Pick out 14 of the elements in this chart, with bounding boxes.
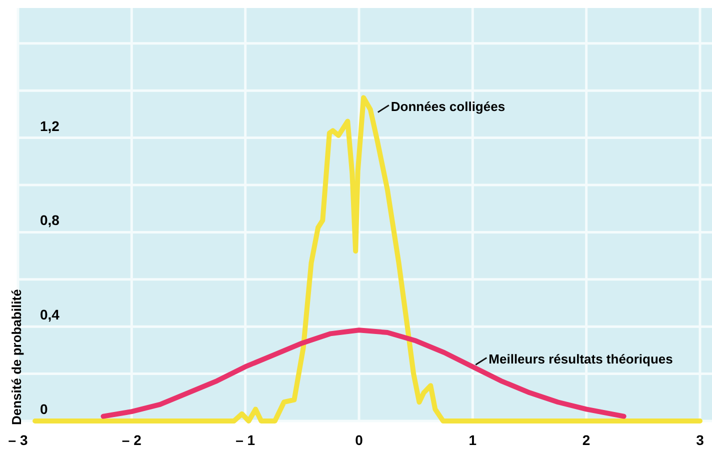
y-axis-title: Densité de probabilité: [9, 289, 24, 425]
x-tick-label: 1: [468, 432, 477, 448]
x-tick-label: 3: [696, 432, 704, 448]
y-tick-label: 0,8: [40, 212, 60, 228]
y-tick-label: 1,2: [40, 118, 60, 134]
x-tick-label: 0: [355, 432, 364, 448]
x-tick-label: – 1: [236, 432, 256, 448]
x-tick-label: – 2: [122, 432, 142, 448]
y-tick-label: 0: [40, 401, 48, 417]
annotation: Données colligées: [390, 98, 506, 114]
y-tick-label: 0,4: [40, 306, 60, 323]
annotation: Meilleurs résultats théoriques: [488, 351, 673, 366]
x-tick-label: – 3: [8, 432, 28, 448]
x-tick-label: 2: [582, 432, 590, 448]
